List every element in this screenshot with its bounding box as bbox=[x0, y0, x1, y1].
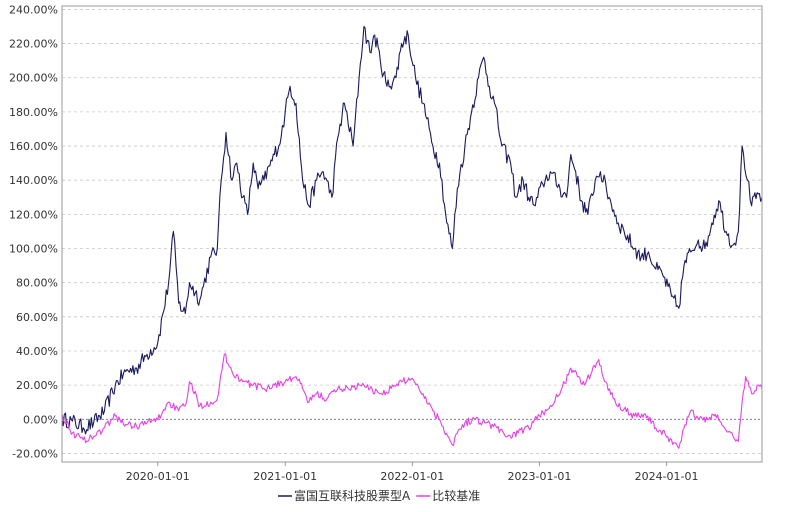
x-axis-tick-labels: 2020-01-01 2021-01-01 2022-01-01 2023-01-01… bbox=[126, 462, 699, 483]
y-axis-tick-labels: -20.00% 0.00% 20.00% 40.00% 60.00% 80.00% 100.… bbox=[9, 3, 58, 460]
y-tick-label: 100.00% bbox=[9, 243, 58, 256]
y-tick-label: 220.00% bbox=[9, 38, 58, 51]
x-tick-label: 2022-01-01 bbox=[380, 470, 444, 483]
grid-lines bbox=[62, 9, 762, 454]
y-tick-label: 20.00% bbox=[16, 379, 58, 392]
legend: 富国互联科技股票型A 比较基准 bbox=[278, 488, 480, 503]
y-tick-label: -20.00% bbox=[12, 447, 58, 460]
plot-frame bbox=[61, 5, 763, 463]
y-tick-label: 60.00% bbox=[16, 311, 58, 324]
series-line-0 bbox=[61, 25, 763, 435]
y-tick-label: 180.00% bbox=[9, 106, 58, 119]
series-line-1 bbox=[61, 353, 763, 449]
legend-label-1: 比较基准 bbox=[432, 488, 480, 503]
x-tick-label: 2024-01-01 bbox=[635, 470, 699, 483]
y-tick-label: 80.00% bbox=[16, 277, 58, 290]
y-tick-label: 120.00% bbox=[9, 208, 58, 221]
x-tick-label: 2023-01-01 bbox=[507, 470, 571, 483]
y-tick-label: 200.00% bbox=[9, 72, 58, 85]
x-tick-label: 2020-01-01 bbox=[126, 470, 190, 483]
series-lines bbox=[61, 25, 763, 449]
legend-label-0: 富国互联科技股票型A bbox=[294, 488, 411, 503]
y-tick-label: 0.00% bbox=[23, 413, 58, 426]
x-tick-label: 2021-01-01 bbox=[253, 470, 317, 483]
y-tick-label: 160.00% bbox=[9, 140, 58, 153]
y-tick-label: 240.00% bbox=[9, 3, 58, 16]
y-tick-label: 140.00% bbox=[9, 174, 58, 187]
y-tick-label: 40.00% bbox=[16, 345, 58, 358]
